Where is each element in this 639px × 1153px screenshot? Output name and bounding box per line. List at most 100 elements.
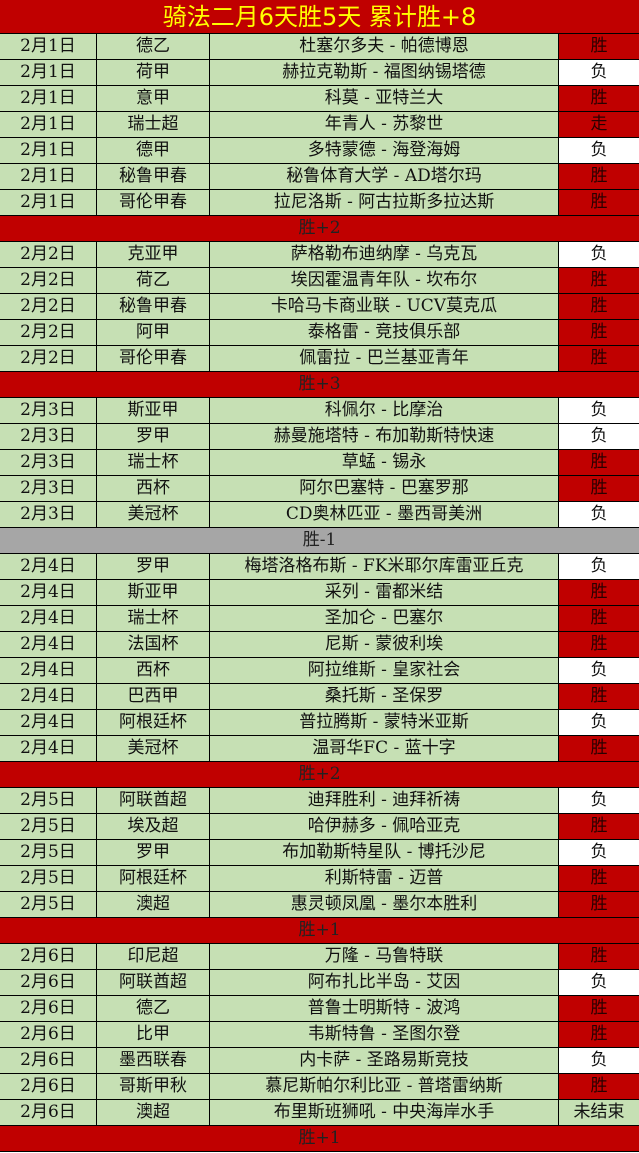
result-cell: 负 (559, 138, 639, 163)
table-row: 2月1日 哥伦甲春 拉尼洛斯 - 阿古拉斯多拉达斯胜 (0, 190, 639, 216)
date-cell: 2月2日 (0, 346, 97, 371)
league-cell: 克亚甲 (97, 242, 210, 267)
date-cell: 2月2日 (0, 320, 97, 345)
table-row: 2月5日 阿联酋超 迪拜胜利 - 迪拜祈祷负 (0, 788, 639, 814)
date-cell: 2月6日 (0, 1074, 97, 1099)
league-cell: 罗甲 (97, 840, 210, 865)
match-cell: 多特蒙德 - 海登海姆 (210, 138, 559, 163)
league-cell: 比甲 (97, 1022, 210, 1047)
league-cell: 荷乙 (97, 268, 210, 293)
league-cell: 德乙 (97, 996, 210, 1021)
league-cell: 阿甲 (97, 320, 210, 345)
match-cell: 布加勒斯特星队 - 博托沙尼 (210, 840, 559, 865)
match-cell: 佩雷拉 - 巴兰基亚青年 (210, 346, 559, 371)
league-cell: 埃及超 (97, 814, 210, 839)
table-row: 2月2日 克亚甲 萨格勒布迪纳摩 - 乌克瓦负 (0, 242, 639, 268)
result-cell: 胜 (559, 866, 639, 891)
match-cell: 采列 - 雷都米结 (210, 580, 559, 605)
date-cell: 2月1日 (0, 112, 97, 137)
table-row: 2月2日 阿甲 泰格雷 - 竞技俱乐部胜 (0, 320, 639, 346)
match-cell: 萨格勒布迪纳摩 - 乌克瓦 (210, 242, 559, 267)
league-cell: 德乙 (97, 34, 210, 59)
match-cell: 普鲁士明斯特 - 波鸿 (210, 996, 559, 1021)
date-cell: 2月3日 (0, 424, 97, 449)
match-cell: 迪拜胜利 - 迪拜祈祷 (210, 788, 559, 813)
date-cell: 2月3日 (0, 476, 97, 501)
date-cell: 2月4日 (0, 606, 97, 631)
match-cell: 桑托斯 - 圣保罗 (210, 684, 559, 709)
date-cell: 2月1日 (0, 190, 97, 215)
table-row: 2月1日 意甲 科莫 - 亚特兰大胜 (0, 86, 639, 112)
league-cell: 巴西甲 (97, 684, 210, 709)
league-cell: 墨西联春 (97, 1048, 210, 1073)
match-cell: 布里斯班狮吼 - 中央海岸水手 (210, 1100, 559, 1125)
table-row: 2月3日 西杯 阿尔巴塞特 - 巴塞罗那胜 (0, 476, 639, 502)
result-cell: 负 (559, 398, 639, 423)
result-cell: 负 (559, 242, 639, 267)
table-row: 2月6日 墨西联春 内卡萨 - 圣路易斯竞技负 (0, 1048, 639, 1074)
table-row: 2月1日 德乙 杜塞尔多夫 - 帕德博恩胜 (0, 34, 639, 60)
league-cell: 斯亚甲 (97, 398, 210, 423)
date-cell: 2月4日 (0, 658, 97, 683)
date-cell: 2月2日 (0, 242, 97, 267)
result-cell: 胜 (559, 606, 639, 631)
result-cell: 胜 (559, 736, 639, 761)
table-row: 2月4日 斯亚甲 采列 - 雷都米结胜 (0, 580, 639, 606)
league-cell: 瑞士超 (97, 112, 210, 137)
table-row: 2月5日 阿根廷杯 利斯特雷 - 迈普胜 (0, 866, 639, 892)
match-cell: 科佩尔 - 比摩治 (210, 398, 559, 423)
date-cell: 2月3日 (0, 398, 97, 423)
result-cell: 负 (559, 710, 639, 735)
result-cell: 胜 (559, 450, 639, 475)
date-cell: 2月5日 (0, 814, 97, 839)
league-cell: 阿联酋超 (97, 970, 210, 995)
result-cell: 胜 (559, 944, 639, 969)
league-cell: 美冠杯 (97, 736, 210, 761)
date-cell: 2月2日 (0, 268, 97, 293)
table-row: 2月4日 瑞士杯 圣加仑 - 巴塞尔胜 (0, 606, 639, 632)
match-cell: 梅塔洛格布斯 - FK米耶尔库雷亚丘克 (210, 554, 559, 579)
result-cell: 胜 (559, 684, 639, 709)
result-cell: 胜 (559, 1074, 639, 1099)
match-cell: 卡哈马卡商业联 - UCV莫克瓜 (210, 294, 559, 319)
league-cell: 罗甲 (97, 424, 210, 449)
league-cell: 澳超 (97, 892, 210, 917)
result-cell: 胜 (559, 476, 639, 501)
result-cell: 走 (559, 112, 639, 137)
table-row: 2月4日 西杯 阿拉维斯 - 皇家社会负 (0, 658, 639, 684)
league-cell: 阿根廷杯 (97, 866, 210, 891)
table-row: 2月1日 秘鲁甲春 秘鲁体育大学 - AD塔尔玛胜 (0, 164, 639, 190)
result-cell: 负 (559, 788, 639, 813)
league-cell: 西杯 (97, 658, 210, 683)
table-row: 2月3日 罗甲 赫曼施塔特 - 布加勒斯特快速负 (0, 424, 639, 450)
league-cell: 瑞士杯 (97, 450, 210, 475)
result-cell: 胜 (559, 294, 639, 319)
result-cell: 胜 (559, 190, 639, 215)
table-row: 2月2日 秘鲁甲春 卡哈马卡商业联 - UCV莫克瓜胜 (0, 294, 639, 320)
table-row: 2月2日 哥伦甲春 佩雷拉 - 巴兰基亚青年胜 (0, 346, 639, 372)
date-cell: 2月6日 (0, 996, 97, 1021)
date-cell: 2月6日 (0, 970, 97, 995)
table-row: 2月5日 澳超 惠灵顿凤凰 - 墨尔本胜利胜 (0, 892, 639, 918)
result-cell: 负 (559, 60, 639, 85)
date-cell: 2月1日 (0, 60, 97, 85)
match-cell: 韦斯特鲁 - 圣图尔登 (210, 1022, 559, 1047)
date-cell: 2月4日 (0, 632, 97, 657)
date-cell: 2月3日 (0, 450, 97, 475)
league-cell: 哥伦甲春 (97, 190, 210, 215)
match-cell: 阿尔巴塞特 - 巴塞罗那 (210, 476, 559, 501)
league-cell: 意甲 (97, 86, 210, 111)
match-cell: 阿拉维斯 - 皇家社会 (210, 658, 559, 683)
league-cell: 秘鲁甲春 (97, 294, 210, 319)
result-cell: 胜 (559, 892, 639, 917)
date-cell: 2月5日 (0, 892, 97, 917)
date-cell: 2月5日 (0, 788, 97, 813)
league-cell: 秘鲁甲春 (97, 164, 210, 189)
result-cell: 胜 (559, 320, 639, 345)
result-cell: 负 (559, 658, 639, 683)
result-cell: 胜 (559, 34, 639, 59)
day-summary-row: 胜+1 (0, 918, 639, 944)
date-cell: 2月4日 (0, 580, 97, 605)
date-cell: 2月1日 (0, 164, 97, 189)
